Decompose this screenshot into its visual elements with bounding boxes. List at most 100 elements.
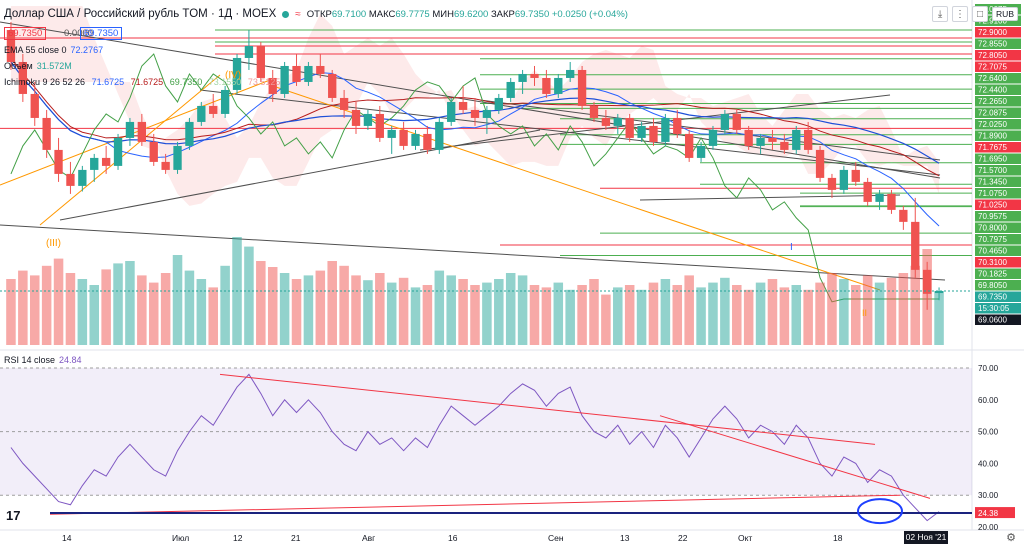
volume-bar	[720, 277, 730, 345]
candle-body	[899, 209, 908, 222]
candle-body	[54, 149, 63, 174]
candle-body	[363, 113, 373, 126]
volume-bar	[803, 289, 813, 345]
volume-bar	[505, 273, 516, 345]
rsi-highlight-circle	[857, 498, 903, 525]
maximize-icon[interactable]: □	[972, 6, 989, 22]
candle	[18, 53, 28, 102]
candle	[161, 153, 170, 174]
volume-bar	[851, 285, 861, 345]
candle-body	[530, 73, 539, 78]
rsi-axis-label: 40.00	[978, 459, 999, 468]
sell-button[interactable]: 69.7350	[4, 27, 47, 40]
volume-bar	[886, 277, 897, 345]
price-axis-label: 70.9575	[975, 211, 1021, 222]
candle	[185, 117, 194, 150]
candle-body	[887, 193, 896, 210]
ema-legend[interactable]: EMA 55 close 0 72.2767	[4, 45, 104, 55]
rsi-axis-label: 60.00	[978, 396, 999, 405]
candle-body	[839, 169, 849, 190]
price-label-text: 72.8050	[978, 51, 1007, 60]
price-label-text: 70.8000	[978, 224, 1007, 233]
rsi-axis-label: 30.00	[978, 491, 999, 500]
symbol-title[interactable]: Доллар США / Российский рубль TOM · 1Д ·…	[4, 8, 277, 20]
price-label-bg	[975, 303, 1021, 314]
candle	[780, 133, 789, 154]
price-label-text: 71.5700	[978, 166, 1007, 175]
candle	[113, 133, 123, 170]
candle	[256, 41, 265, 82]
volume-bar	[410, 287, 421, 345]
volume-bar	[827, 273, 837, 345]
download-icon[interactable]: ⤓	[932, 6, 949, 22]
volume-bar	[494, 279, 504, 345]
currency-select[interactable]: RUB	[992, 7, 1018, 21]
price-axis-label: 70.4650	[975, 245, 1021, 256]
more-icon[interactable]: ⋮	[952, 6, 969, 22]
candle	[625, 113, 634, 142]
price-label-bg	[975, 130, 1021, 141]
candle	[42, 109, 51, 158]
price-axis-label: 15:30:05	[975, 303, 1021, 314]
compare-icon[interactable]: ≈	[295, 8, 301, 20]
price-label-text: 71.0750	[978, 189, 1007, 198]
rsi-legend[interactable]: RSI 14 close 24.84	[4, 355, 82, 365]
price-axis-label: 71.0250	[975, 199, 1021, 210]
candle	[54, 137, 63, 182]
volume-bar	[589, 279, 599, 345]
volume-bar	[196, 279, 207, 345]
volume-bar	[53, 258, 64, 345]
volume-bar	[767, 279, 778, 345]
candle-body	[435, 121, 444, 150]
candle	[732, 109, 741, 134]
price-label-bg	[975, 280, 1021, 291]
candle-body	[601, 117, 611, 126]
volume-bar	[517, 275, 528, 345]
candle	[554, 73, 563, 98]
price-axis-label: 72.8550	[975, 38, 1021, 49]
ichimoku-legend[interactable]: Ichimoku 9 26 52 26 71.6725 71.6725 69.7…	[4, 77, 281, 87]
candle-body	[863, 181, 872, 202]
candle	[875, 189, 884, 210]
candle	[482, 105, 492, 134]
rsi-axis-label: 50.00	[978, 428, 999, 437]
volume-bar	[89, 285, 99, 345]
candle	[542, 69, 551, 98]
volume-bar	[315, 270, 326, 345]
price-axis-label: 70.7975	[975, 234, 1021, 245]
price-label-bg	[975, 27, 1021, 38]
price-label-text: 72.4400	[978, 86, 1007, 95]
volume-bar	[137, 275, 147, 345]
candle	[304, 61, 313, 86]
candle	[613, 113, 622, 134]
buy-button[interactable]: 69.7350	[80, 27, 123, 40]
volume-legend[interactable]: Объём 31.572M	[4, 61, 72, 71]
volume-bar	[470, 285, 480, 345]
volume-bar	[279, 273, 290, 345]
price-axis-label: 69.7350	[975, 291, 1021, 302]
volume-bar	[363, 280, 373, 345]
volume-bar	[577, 285, 587, 345]
candle-body	[470, 109, 480, 118]
candle-body	[209, 105, 218, 114]
trend-line	[639, 194, 901, 201]
volume-bar	[743, 289, 754, 345]
volume-bar	[696, 287, 706, 345]
candle-body	[399, 129, 408, 146]
candle	[447, 97, 456, 126]
chikou-line	[10, 53, 940, 303]
price-label-text: 71.7675	[978, 143, 1007, 152]
candle-body	[387, 129, 396, 138]
volume-bar	[113, 263, 123, 345]
candle-body	[613, 117, 622, 126]
volume-bar	[553, 282, 564, 345]
candle-body	[768, 137, 777, 142]
candle	[292, 53, 301, 86]
candle	[792, 125, 801, 154]
volume-bar	[386, 282, 397, 345]
candle-body	[339, 97, 349, 110]
rsi-label-text: 24.38	[978, 509, 999, 518]
settings-gear-icon[interactable]: ⚙	[1006, 532, 1016, 544]
price-label-bg	[975, 84, 1021, 95]
